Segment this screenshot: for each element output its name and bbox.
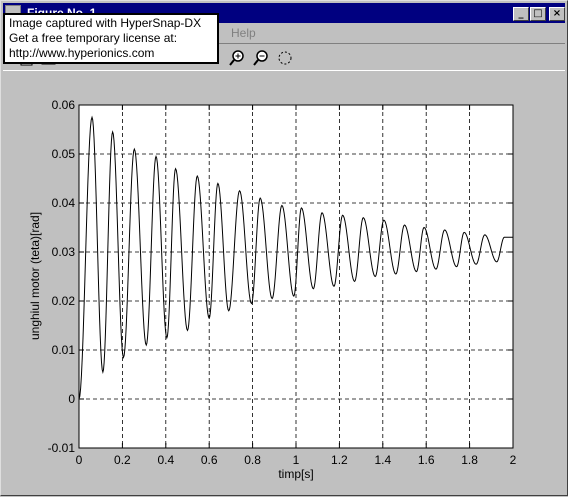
x-axis-label: timp[s] (278, 467, 313, 481)
close-button[interactable]: × (549, 7, 565, 21)
rotate-icon[interactable] (275, 48, 295, 68)
y-tick-label: -0.01 (48, 441, 76, 455)
y-tick-label: 0.05 (52, 147, 76, 161)
tick-labels: 0 0.2 0.4 0.6 0.8 1 1.2 1.4 1.6 1.8 2-0.0100.010.0… (48, 98, 517, 467)
x-tick-label: 0.6 (201, 453, 218, 467)
x-tick-label: 1.2 (331, 453, 348, 467)
y-tick-label: 0.04 (52, 196, 76, 210)
menu-bar: Help (3, 23, 565, 43)
ticks (78, 104, 514, 449)
zoom-in-icon[interactable] (227, 48, 247, 68)
x-tick-label: 1.4 (374, 453, 391, 467)
maximize-button[interactable]: □ (530, 7, 546, 21)
series-line (78, 115, 513, 400)
y-tick-label: 0 (68, 392, 75, 406)
x-tick-label: 2 (510, 453, 517, 467)
x-tick-label: 1.8 (461, 453, 478, 467)
x-tick-label: 0.4 (157, 453, 174, 467)
tooltip-line-2: Get a free temporary license at: (9, 31, 178, 45)
minimize-button[interactable]: _ (513, 7, 529, 21)
x-tick-label: 0 (76, 453, 83, 467)
y-tick-label: 0.02 (52, 294, 76, 308)
x-tick-label: 0.8 (244, 453, 261, 467)
x-tick-label: 0.2 (114, 453, 131, 467)
y-tick-label: 0.01 (52, 343, 76, 357)
hypersnap-tooltip: Image captured with HyperSnap-DX Get a f… (3, 13, 219, 64)
tooltip-line-1: Image captured with HyperSnap-DX (9, 16, 202, 30)
x-tick-label: 1.6 (418, 453, 435, 467)
zoom-out-icon[interactable] (251, 48, 271, 68)
x-tick-label: 1 (293, 453, 300, 467)
menu-help[interactable]: Help (231, 26, 256, 40)
y-tick-label: 0.03 (52, 245, 76, 259)
y-axis-label: unghiul motor (teta)[rad] (28, 212, 42, 340)
tooltip-line-3: http://www.hyperionics.com (9, 46, 155, 60)
y-tick-label: 0.06 (52, 98, 76, 112)
